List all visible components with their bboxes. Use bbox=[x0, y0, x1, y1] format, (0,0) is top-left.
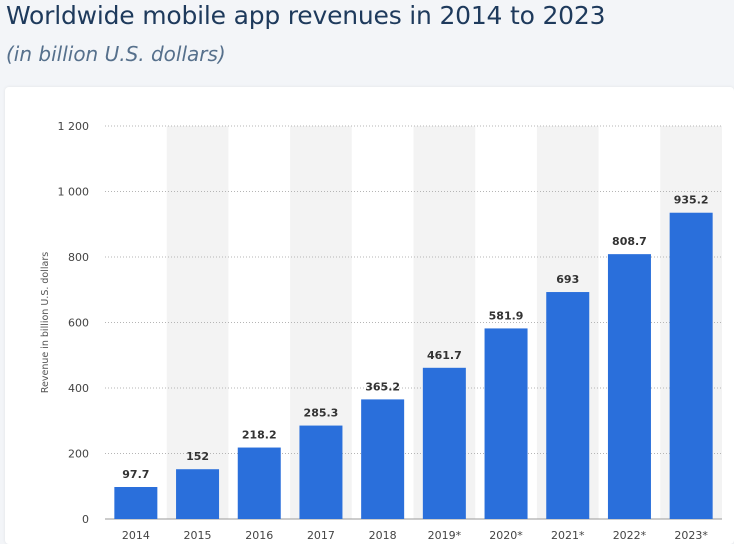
x-tick-label: 2018 bbox=[369, 529, 397, 542]
data-label: 285.3 bbox=[304, 407, 339, 420]
y-tick-label: 200 bbox=[68, 448, 89, 461]
x-tick-label: 2019* bbox=[428, 529, 462, 542]
x-tick-label: 2022* bbox=[613, 529, 647, 542]
x-tick-label: 2014 bbox=[122, 529, 150, 542]
bar bbox=[607, 254, 651, 519]
x-tick-label: 2023* bbox=[674, 529, 708, 542]
y-tick-label: 1 000 bbox=[58, 186, 90, 199]
x-tick-label: 2021* bbox=[551, 529, 585, 542]
bar bbox=[237, 447, 281, 519]
bar bbox=[361, 399, 405, 519]
chart-subtitle: (in billion U.S. dollars) bbox=[6, 42, 226, 66]
chart-title: Worldwide mobile app revenues in 2014 to… bbox=[6, 1, 606, 30]
bar bbox=[669, 212, 713, 520]
y-tick-label: 600 bbox=[68, 317, 89, 330]
x-tick-label: 2017 bbox=[307, 529, 335, 542]
x-tick-label: 2016 bbox=[245, 529, 273, 542]
data-label: 808.7 bbox=[612, 235, 647, 248]
data-label: 935.2 bbox=[674, 194, 709, 207]
y-axis-title: Revenue in billion U.S. dollars bbox=[40, 252, 51, 393]
bar bbox=[299, 425, 343, 519]
bar bbox=[176, 469, 220, 519]
y-tick-label: 1 200 bbox=[58, 120, 90, 133]
data-label: 218.2 bbox=[242, 429, 277, 442]
data-label: 693 bbox=[556, 273, 579, 286]
y-tick-label: 800 bbox=[68, 251, 89, 264]
bar bbox=[114, 487, 158, 519]
data-label: 97.7 bbox=[122, 468, 149, 481]
x-tick-label: 2020* bbox=[489, 529, 523, 542]
data-label: 365.2 bbox=[365, 380, 400, 393]
data-label: 152 bbox=[186, 450, 209, 463]
bar bbox=[546, 292, 590, 519]
data-label: 581.9 bbox=[489, 309, 524, 322]
bar bbox=[422, 367, 466, 519]
y-tick-label: 400 bbox=[68, 382, 89, 395]
bar bbox=[484, 328, 528, 519]
column-band bbox=[166, 126, 229, 519]
data-label: 461.7 bbox=[427, 349, 462, 362]
y-tick-label: 0 bbox=[82, 513, 89, 526]
x-tick-label: 2015 bbox=[184, 529, 212, 542]
